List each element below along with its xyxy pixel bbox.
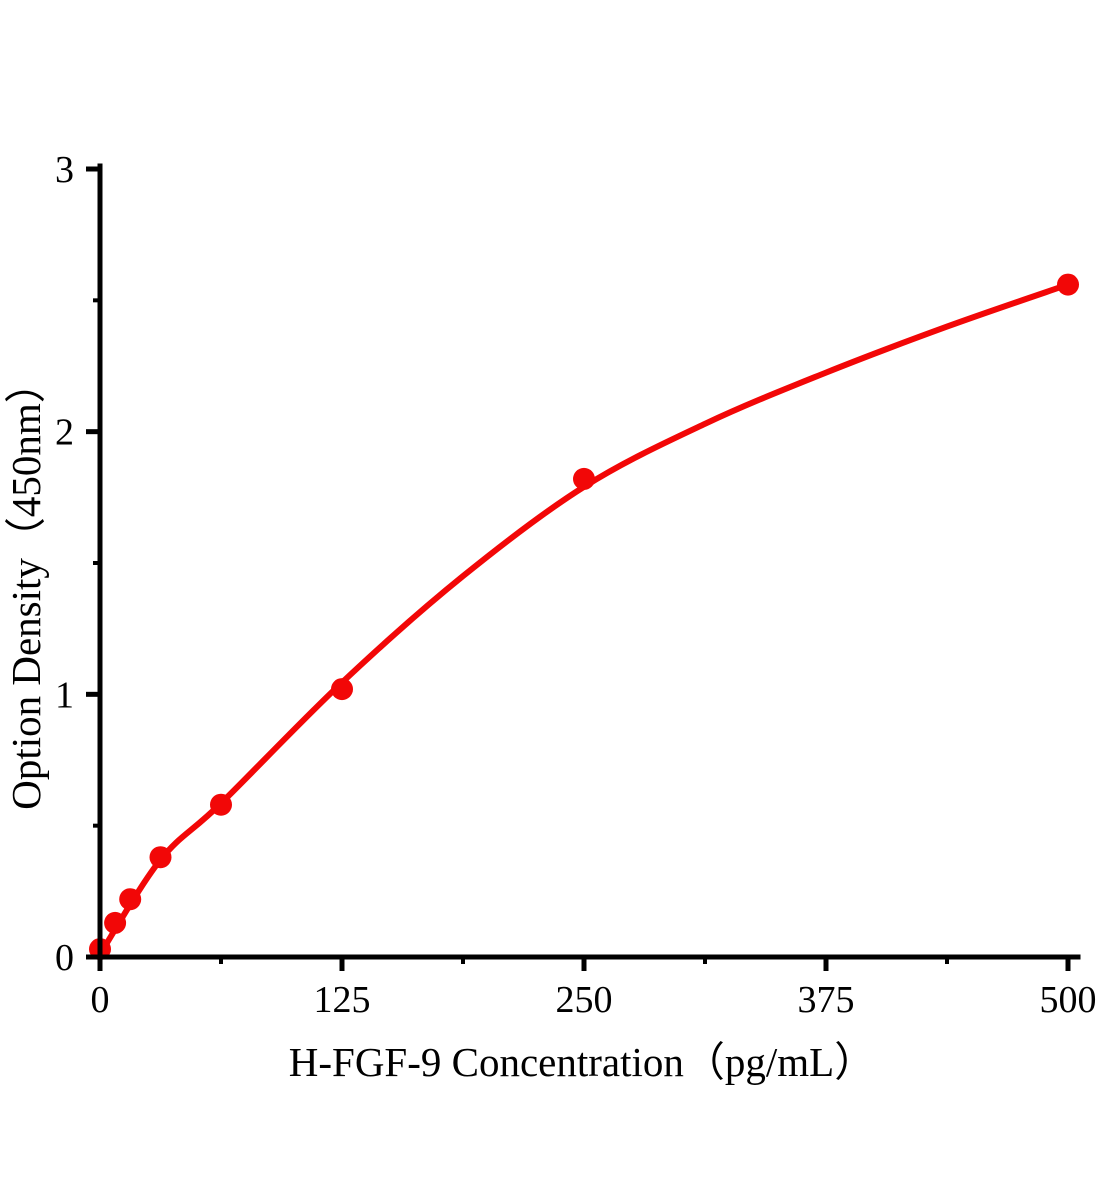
data-point-marker (104, 911, 127, 934)
axes (97, 163, 1081, 960)
x-tick-label: 250 (556, 979, 613, 1021)
x-tick-label: 375 (798, 979, 855, 1021)
fit-curve (97, 281, 1071, 958)
y-tick-label: 0 (55, 937, 74, 979)
data-point-marker (1057, 273, 1079, 296)
x-axis-title: H-FGF-9 Concentration（pg/mL） (289, 1039, 875, 1085)
tick-marks (86, 166, 1071, 971)
fit-curve-path (97, 281, 1071, 958)
tick-labels: 0 1 2 3 0 125 250 375 500 (55, 149, 1097, 1021)
y-tick-label: 3 (55, 149, 74, 191)
y-axis-title: Option Density（450nm） (3, 362, 49, 810)
data-point-marker (331, 678, 353, 701)
y-tick-label: 1 (55, 674, 74, 716)
x-tick-label: 0 (91, 979, 110, 1021)
y-tick-label: 2 (55, 412, 74, 454)
data-points (89, 273, 1079, 961)
data-point-marker (210, 793, 232, 816)
data-point-marker (573, 467, 595, 490)
data-point-marker (149, 846, 172, 869)
x-tick-label: 125 (314, 979, 371, 1021)
x-tick-label: 500 (1040, 979, 1097, 1021)
data-point-marker (119, 888, 142, 911)
